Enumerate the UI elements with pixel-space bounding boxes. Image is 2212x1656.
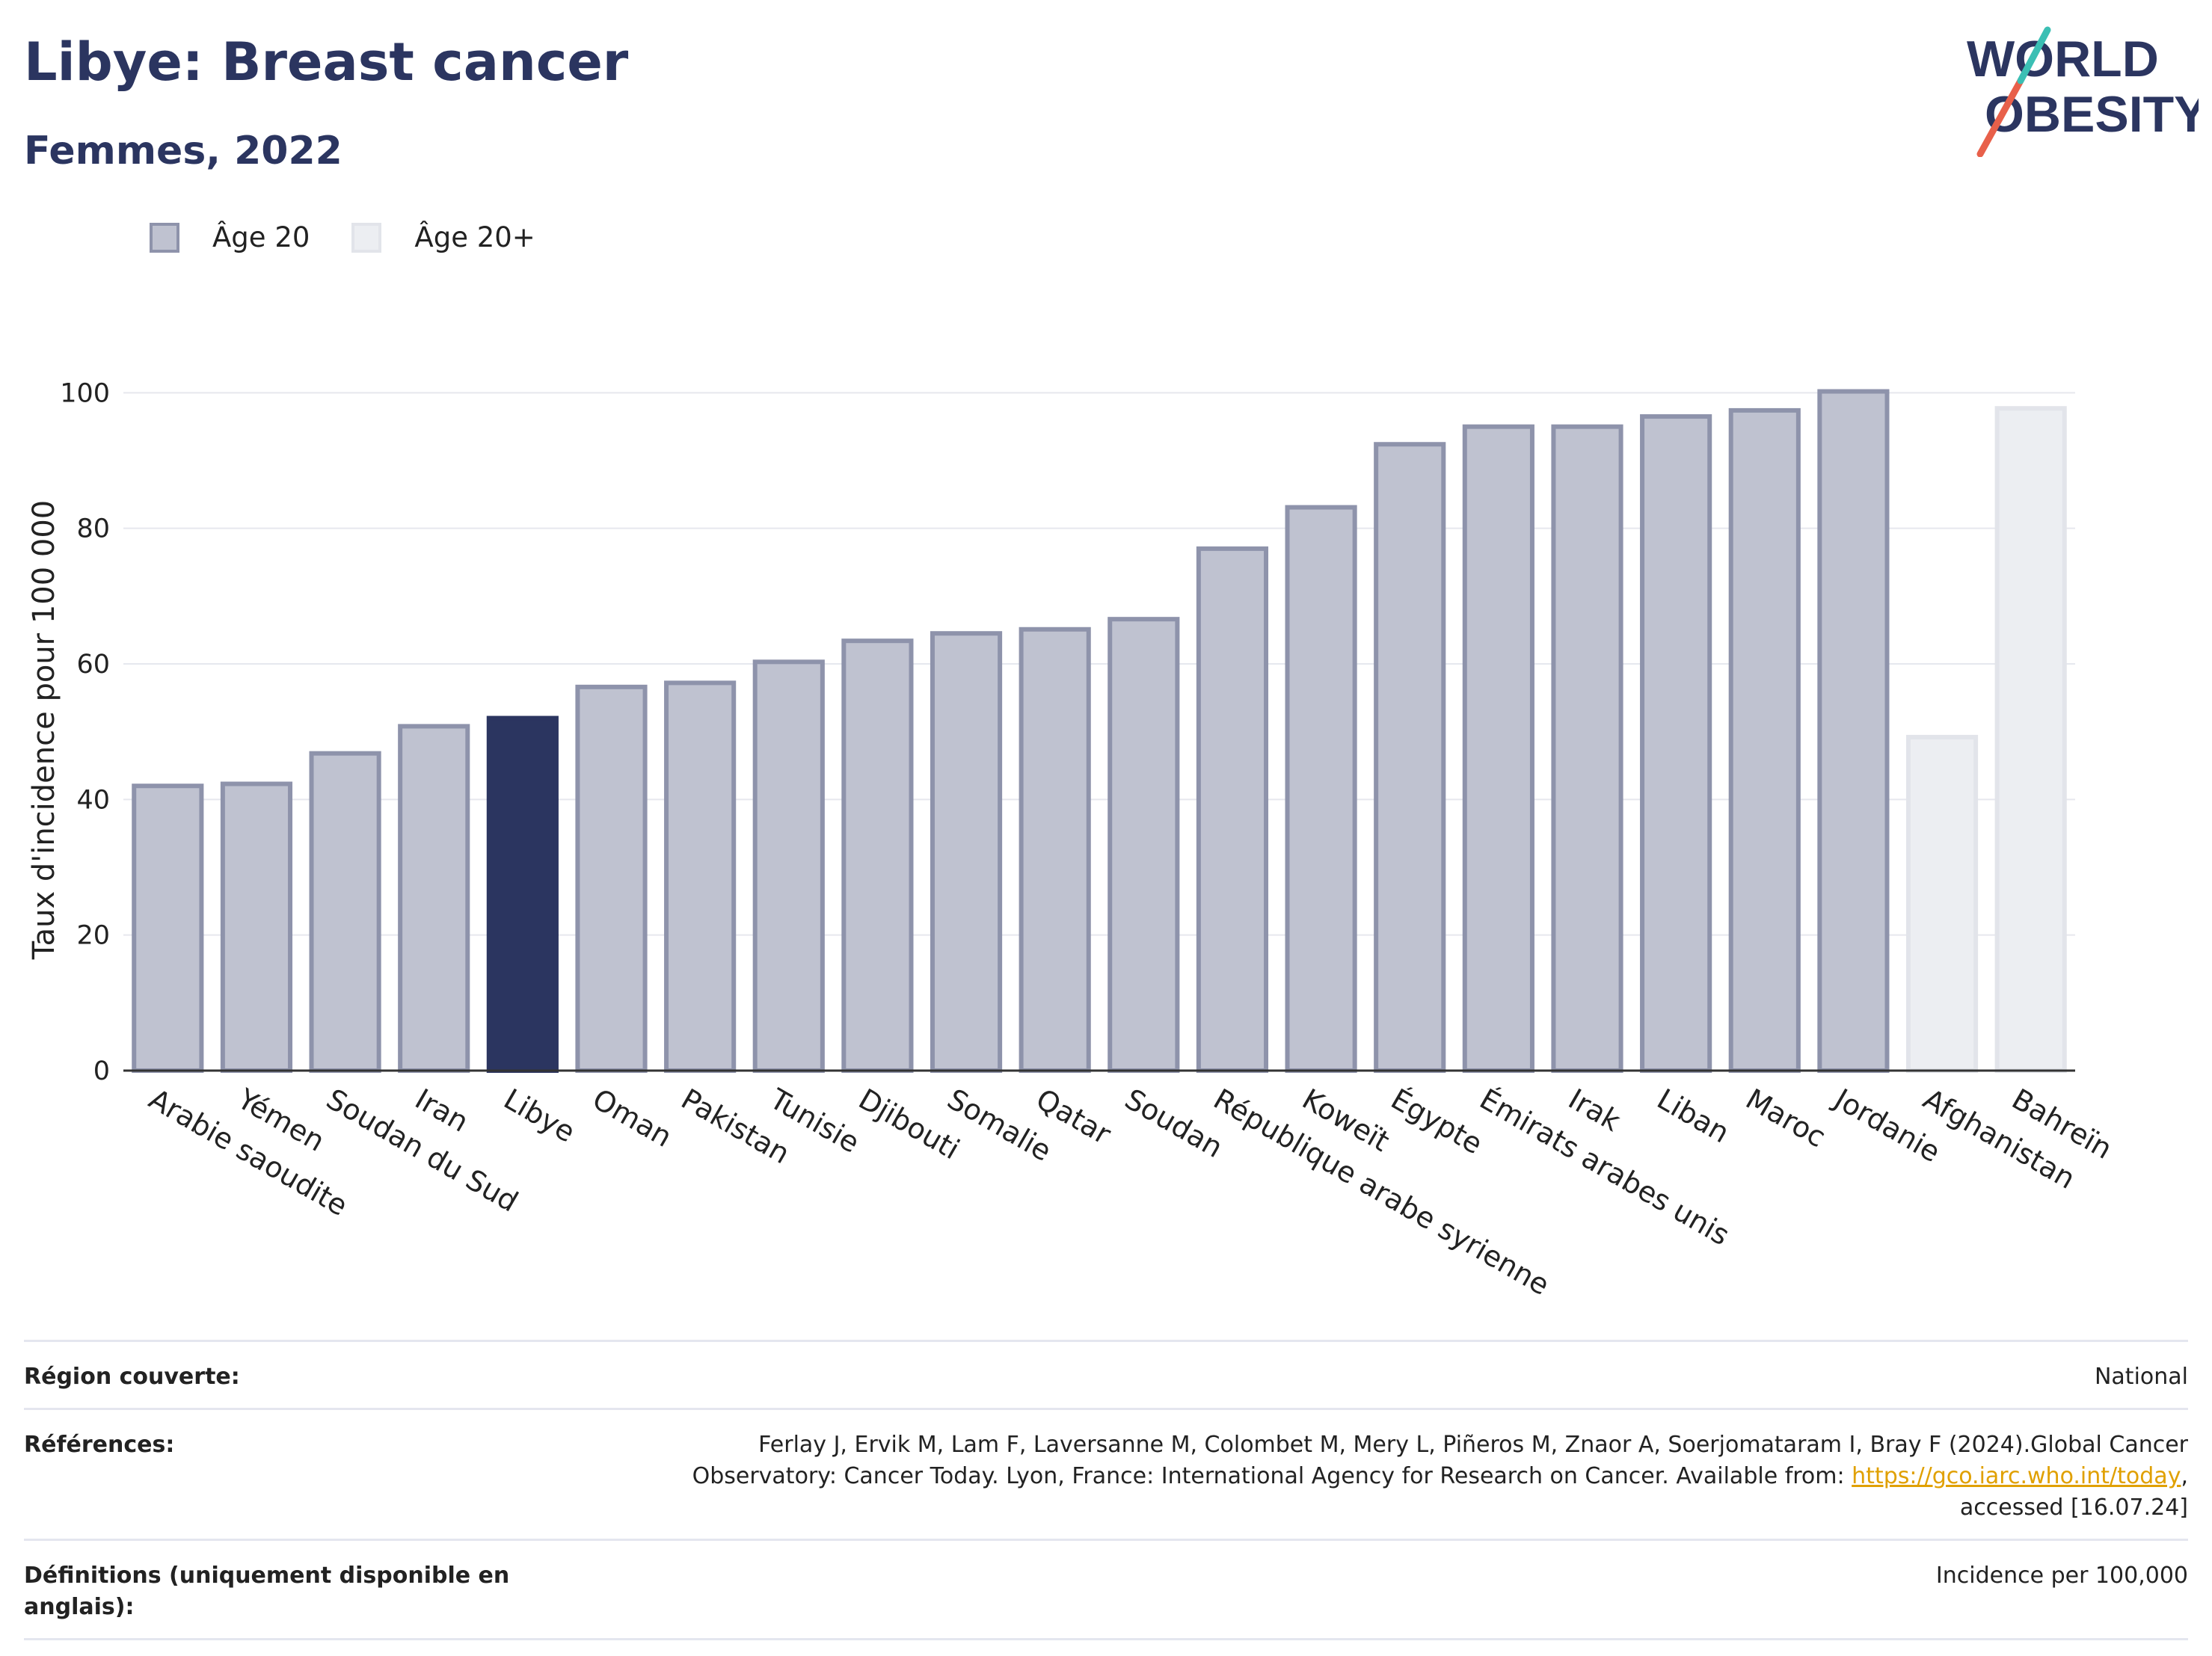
region-label: Région couverte:: [24, 1364, 240, 1390]
y-tick-label: 40: [76, 785, 110, 815]
bar: [930, 631, 1003, 1073]
bar: [1905, 734, 1979, 1073]
bar: [1019, 627, 1091, 1073]
x-tick-label: Djibouti: [853, 1083, 965, 1166]
bar: [220, 781, 293, 1073]
x-tick-label: Soudan: [1119, 1083, 1229, 1165]
legend-label-age20: Âge 20: [212, 221, 310, 253]
footer-row-definitions: Définitions (uniquement disponible en an…: [24, 1539, 2188, 1640]
bar: [1107, 617, 1180, 1074]
bar: [1462, 424, 1534, 1073]
bar: [1640, 414, 1712, 1074]
references-accessed: , accessed [16.07.24]: [1959, 1463, 2188, 1521]
x-tick-label: Égypte: [1386, 1083, 1488, 1161]
bar: [1994, 406, 2067, 1074]
logo-line2: OBESITY: [1985, 86, 2199, 143]
y-tick-label: 80: [76, 514, 110, 544]
bar: [575, 684, 648, 1073]
region-value: National: [2094, 1364, 2188, 1390]
bar: [1196, 546, 1269, 1074]
bar: [1817, 389, 1890, 1073]
x-tick-label: Oman: [587, 1083, 678, 1154]
bar: [1374, 442, 1446, 1074]
x-tick-label: Maroc: [1740, 1083, 1831, 1154]
logo-line1: WORLD: [1967, 31, 2159, 87]
bar-chart: 0 20 40 60 80 100 Taux d'incidence pour 100 00…: [27, 378, 2118, 1302]
y-axis-label: Taux d'incidence pour 100 000: [27, 500, 61, 960]
references-label: Références:: [24, 1432, 175, 1458]
bar: [1285, 505, 1357, 1073]
footer-row-region: Région couverte: National: [24, 1340, 2188, 1408]
legend-item-age20[interactable]: Âge 20: [150, 221, 310, 253]
definitions-label: Définitions (uniquement disponible en an…: [24, 1563, 510, 1620]
bar: [309, 751, 381, 1073]
bar: [841, 638, 914, 1073]
chart-footer: Région couverte: National Références: Fe…: [24, 1340, 2188, 1640]
chart-legend: Âge 20 Âge 20+: [150, 221, 577, 253]
logo-slash-teal: [2017, 26, 2051, 84]
world-obesity-logo: WORLD OBESITY: [1967, 26, 2199, 157]
footer-row-references: Références: Ferlay J, Ervik M, Lam F, La…: [24, 1408, 2188, 1539]
page-title: Libye: Breast cancer: [24, 31, 629, 93]
legend-swatch-age20plus: [351, 222, 382, 253]
bar: [1728, 407, 1801, 1073]
bar: [664, 680, 737, 1073]
x-tick-label: Libye: [498, 1083, 580, 1149]
y-tick-label: 20: [76, 921, 110, 951]
legend-swatch-age20: [150, 222, 179, 253]
bar: [1551, 424, 1623, 1073]
references-value: Ferlay J, Ervik M, Lam F, Laversanne M, …: [618, 1429, 2188, 1524]
bar: [752, 659, 825, 1073]
legend-label-age20plus: Âge 20+: [414, 221, 535, 253]
page-subtitle: Femmes, 2022: [24, 129, 342, 173]
references-text: Ferlay J, Ervik M, Lam F, Laversanne M, …: [692, 1432, 2188, 1489]
logo-slash-red: [1976, 77, 2024, 157]
bar: [132, 784, 204, 1073]
y-tick-label: 60: [76, 650, 110, 680]
references-link[interactable]: https://gco.iarc.who.int/today: [1852, 1463, 2181, 1489]
bar: [398, 724, 470, 1073]
x-tick-label: Liban: [1652, 1083, 1735, 1150]
definitions-value: Incidence per 100,000: [1935, 1563, 2188, 1589]
y-tick-label: 100: [60, 378, 110, 408]
legend-item-age20plus[interactable]: Âge 20+: [351, 221, 535, 253]
bar: [486, 715, 559, 1073]
y-tick-label: 0: [93, 1056, 110, 1086]
